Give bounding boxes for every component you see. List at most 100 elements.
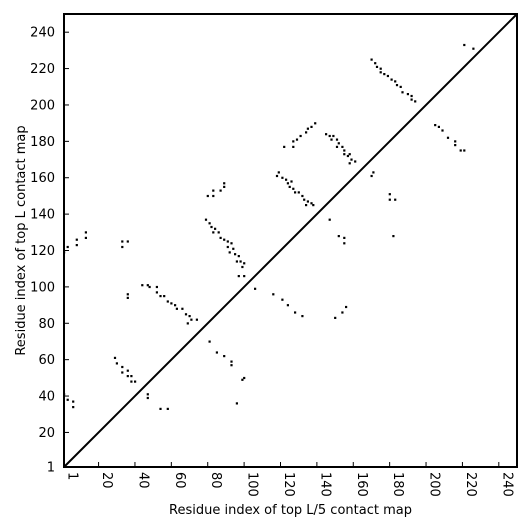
y-tick-label: 140 [30,208,55,223]
contact-point [325,133,328,136]
contact-point [306,200,309,203]
contact-point [332,134,335,138]
contact-point [337,235,340,238]
contact-point [283,145,286,148]
contact-point [305,131,308,134]
contact-point [241,378,244,381]
contact-point [341,311,344,314]
contact-point [348,162,351,165]
contact-point [285,178,288,181]
contact-point [446,136,450,139]
contact-point [166,300,169,303]
contact-point [148,285,151,289]
contact-point [75,238,78,241]
contact-point [115,362,118,365]
contact-point [434,124,437,127]
contact-point [305,204,308,207]
contact-point [275,174,279,178]
contact-point [241,265,244,269]
contact-point [343,236,346,239]
y-tick-label: 180 [30,135,55,150]
contact-point [472,47,475,50]
contact-point [401,91,404,94]
contact-point [277,171,280,174]
contact-point [314,122,317,125]
contact-point [159,407,162,410]
contact-point [121,245,124,249]
contact-point [406,93,409,96]
contact-point [390,78,393,81]
contact-point [243,275,246,278]
contact-point [388,193,391,196]
contact-point [370,58,373,61]
contact-point [394,80,397,83]
contact-point [126,369,129,372]
contact-point [230,364,233,367]
contact-point [312,204,315,207]
contact-point [294,311,297,314]
contact-point [292,140,295,143]
contact-point [212,189,215,192]
y-tick-label: 220 [30,62,55,77]
contact-point [163,295,166,298]
contact-point [301,315,304,318]
contact-point [454,144,457,147]
contact-point [243,262,246,265]
contact-point [463,149,466,152]
x-tick-label: 140 [317,472,332,497]
contact-point [190,318,193,321]
contact-point [328,134,331,138]
contact-point [295,138,299,141]
contact-point [237,275,240,278]
contact-point [66,245,69,249]
contact-point [230,242,233,245]
contact-point [410,94,413,98]
contact-point [399,85,402,88]
contact-point [410,98,413,101]
contact-point [294,191,297,194]
contact-point [335,145,339,148]
diagonal-line [63,13,518,468]
contact-point [159,295,162,298]
x-tick-label: 40 [135,472,150,489]
contact-point [206,194,209,198]
contact-point [219,189,222,192]
contact-point [72,406,75,409]
contact-point [343,242,346,245]
contact-point [370,174,373,178]
contact-point [126,296,129,299]
contact-point [126,240,129,243]
contact-point [335,138,339,141]
contact-point [155,291,158,294]
contact-point [375,65,379,68]
contact-point [215,351,218,354]
contact-point [126,375,129,378]
y-tick-label: 80 [38,317,55,332]
y-tick-label: 100 [30,280,55,295]
contact-point [223,355,226,358]
contact-point [394,198,397,201]
contact-point [441,129,444,132]
contact-point [286,304,289,307]
contact-point [210,225,213,229]
contact-point [463,43,466,47]
x-tick-label: 1 [65,472,80,480]
contact-point [354,160,357,163]
x-tick-label: 240 [499,472,514,497]
contact-point [121,371,124,374]
contact-point [288,185,291,188]
contact-point [146,396,149,400]
x-axis-label: Residue index of top L/5 contact map [169,503,412,518]
contact-point [212,231,215,234]
contact-point [208,340,211,343]
contact-point [392,235,395,238]
contact-point [372,171,375,174]
contact-point [130,375,133,378]
x-tick-label: 180 [390,472,405,497]
y-axis-label: Residue index of top L contact map [14,125,29,355]
x-tick-label: 60 [172,472,187,489]
contact-point [237,255,240,258]
y-tick-label: 200 [30,98,55,113]
contact-point [226,245,229,249]
